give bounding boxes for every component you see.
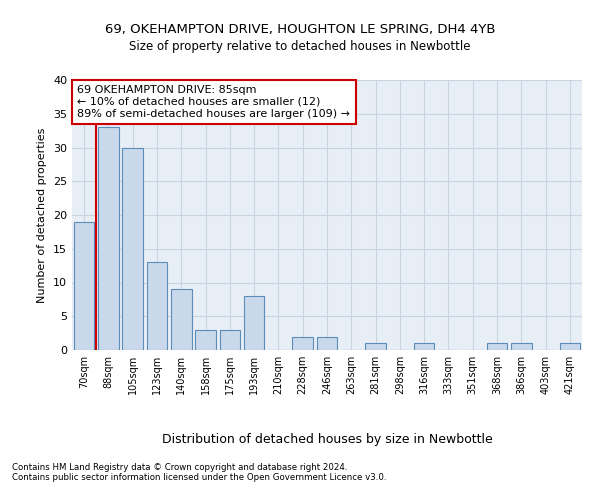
Text: 69, OKEHAMPTON DRIVE, HOUGHTON LE SPRING, DH4 4YB: 69, OKEHAMPTON DRIVE, HOUGHTON LE SPRING… [105, 22, 495, 36]
Bar [317, 336, 337, 350]
Text: Contains public sector information licensed under the Open Government Licence v3: Contains public sector information licen… [12, 474, 386, 482]
X-axis label: Distribution of detached houses by size in Newbottle: Distribution of detached houses by size … [161, 433, 493, 446]
Bar [292, 336, 313, 350]
Bar [244, 296, 265, 350]
Y-axis label: Number of detached properties: Number of detached properties [37, 128, 47, 302]
Bar [98, 127, 119, 350]
Text: Size of property relative to detached houses in Newbottle: Size of property relative to detached ho… [129, 40, 471, 53]
Text: 69 OKEHAMPTON DRIVE: 85sqm
← 10% of detached houses are smaller (12)
89% of semi: 69 OKEHAMPTON DRIVE: 85sqm ← 10% of deta… [77, 86, 350, 118]
Bar [195, 330, 216, 350]
Bar [171, 289, 191, 350]
Bar [365, 344, 386, 350]
Bar [414, 344, 434, 350]
Text: Contains HM Land Registry data © Crown copyright and database right 2024.: Contains HM Land Registry data © Crown c… [12, 464, 347, 472]
Bar [146, 262, 167, 350]
Bar [220, 330, 240, 350]
Bar [560, 344, 580, 350]
Bar [511, 344, 532, 350]
Bar [487, 344, 508, 350]
Bar [122, 148, 143, 350]
Bar [74, 222, 94, 350]
